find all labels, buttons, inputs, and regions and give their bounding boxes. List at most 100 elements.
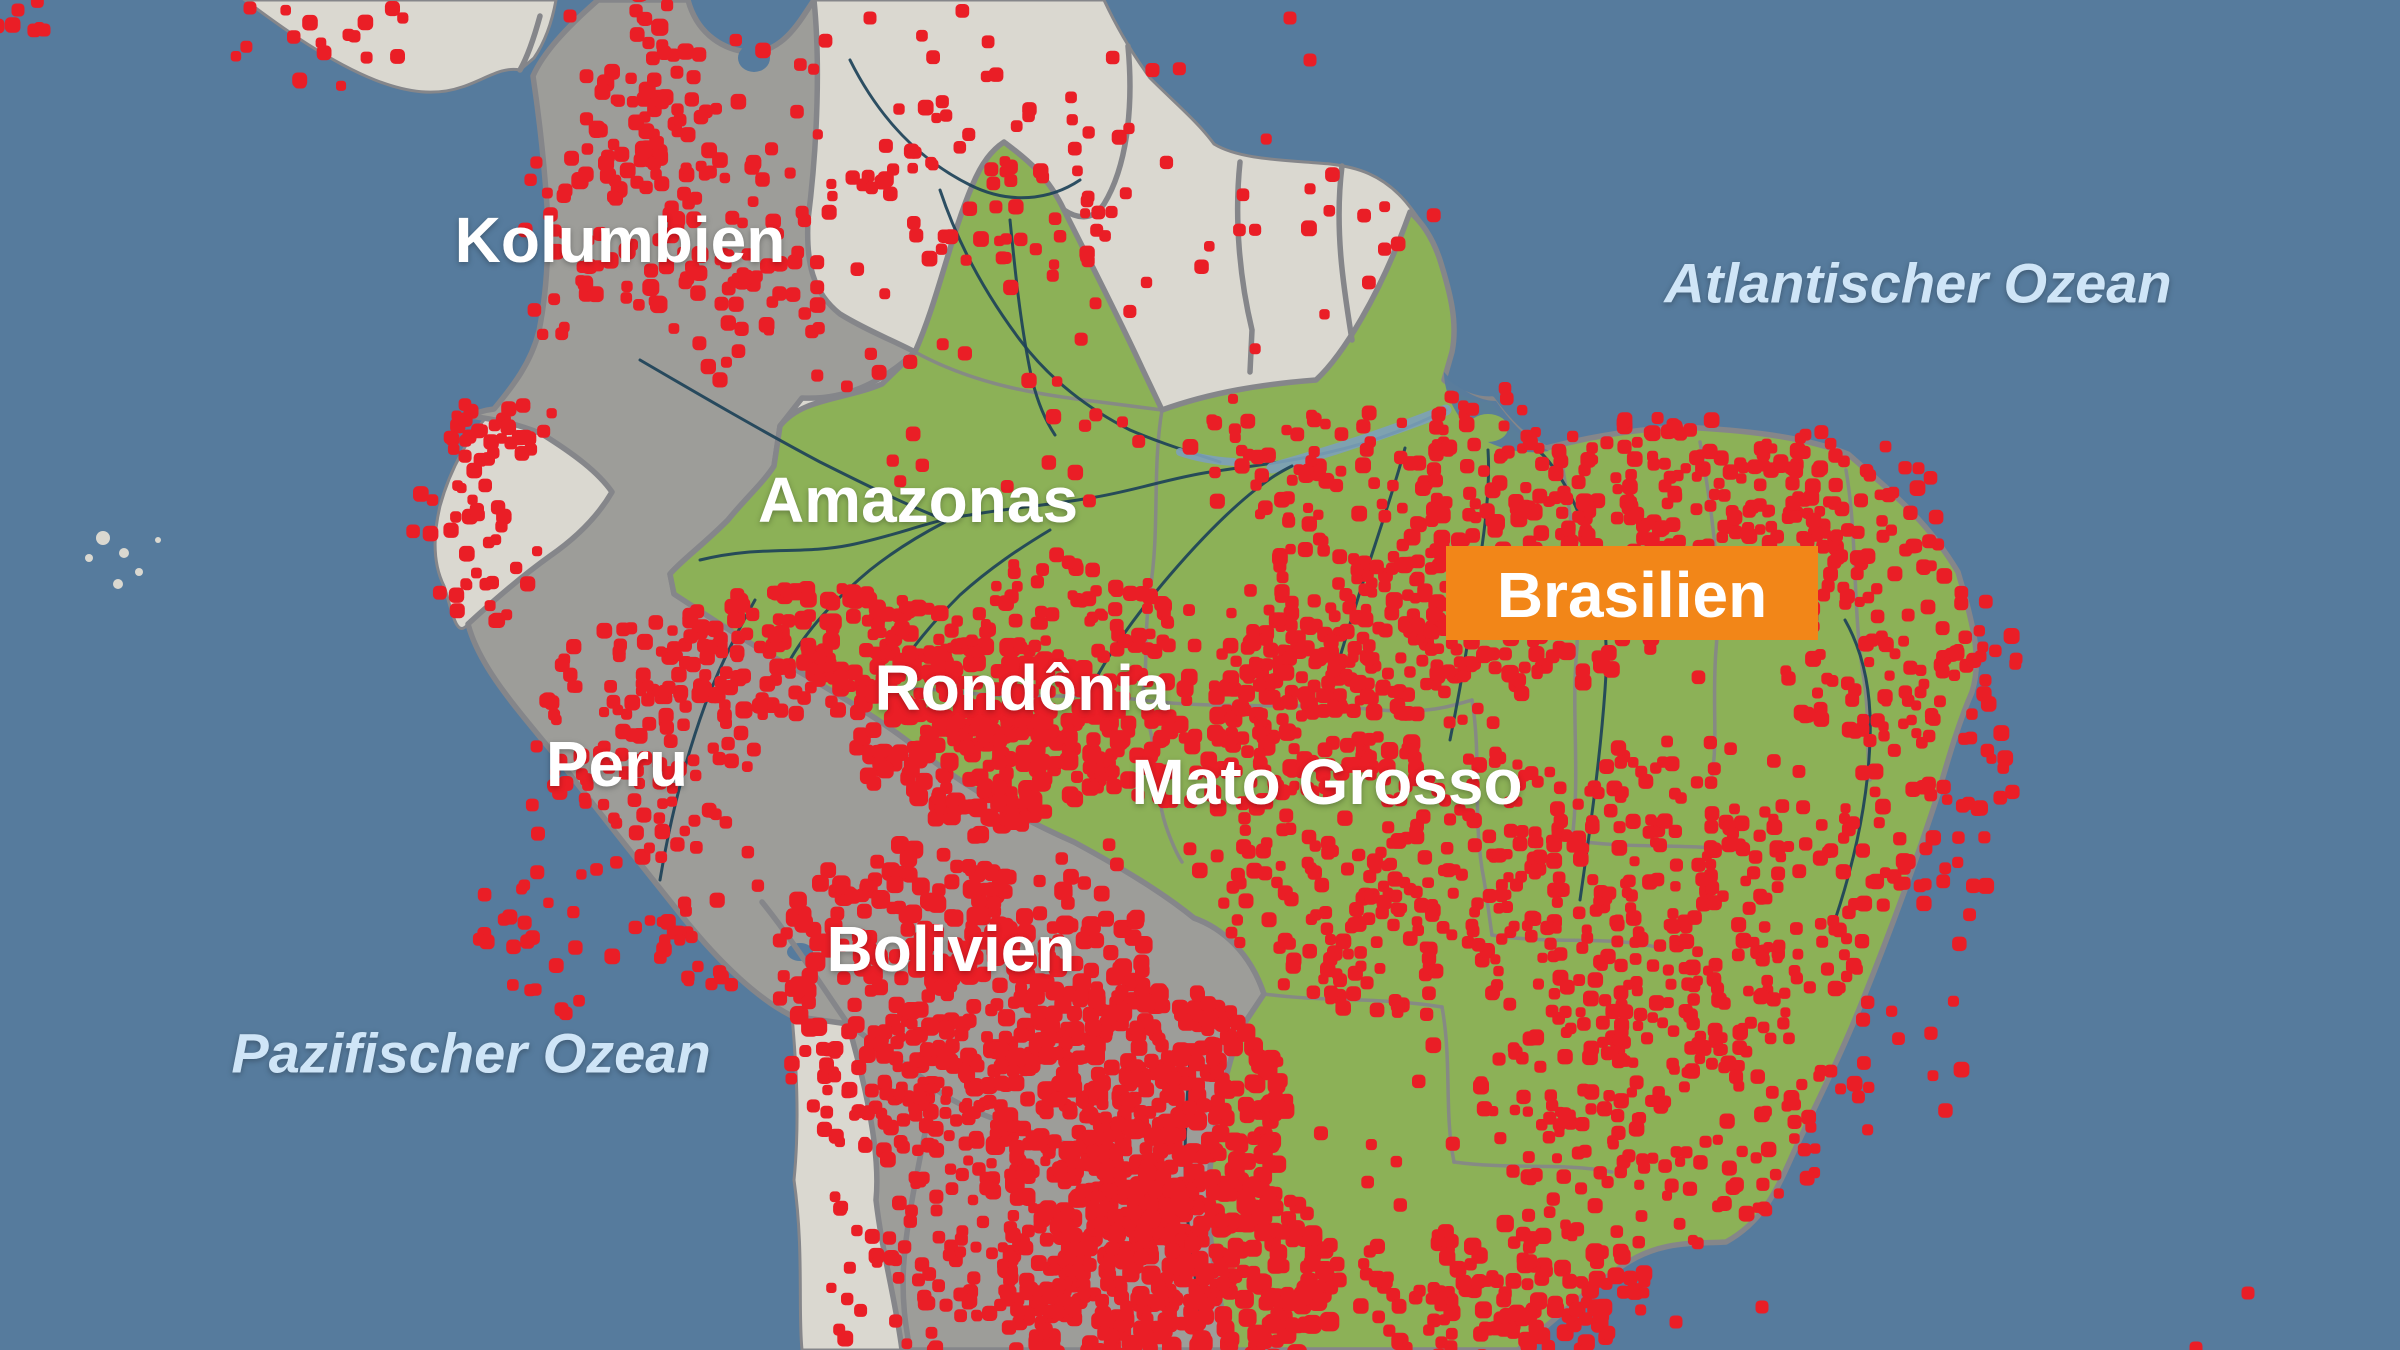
fire-dot xyxy=(909,146,922,159)
fire-dot xyxy=(1462,808,1476,822)
fire-dot xyxy=(582,779,594,791)
label-peru: Peru xyxy=(546,728,688,800)
fire-dot xyxy=(1417,588,1432,603)
fire-dot xyxy=(1875,798,1891,815)
fire-dot xyxy=(1422,986,1436,1001)
fire-dot xyxy=(635,667,651,683)
fire-dot xyxy=(976,783,992,799)
fire-dot xyxy=(1033,1220,1047,1234)
fire-dot xyxy=(647,156,661,171)
fire-dot xyxy=(1507,1042,1520,1055)
fire-dot xyxy=(1490,1274,1504,1288)
fire-dot xyxy=(1408,770,1424,787)
fire-dot xyxy=(1247,1131,1261,1145)
fire-dot xyxy=(1650,872,1665,887)
fire-dot xyxy=(1544,937,1557,950)
fire-dot xyxy=(1647,458,1660,471)
fire-dot xyxy=(11,3,25,17)
fire-dot xyxy=(1120,1144,1133,1157)
fire-dot xyxy=(1272,1056,1284,1067)
fire-dot xyxy=(1425,907,1440,922)
fire-dot xyxy=(892,656,908,671)
fire-dot xyxy=(1098,1023,1114,1039)
fire-dot xyxy=(958,956,977,975)
fire-dot xyxy=(1014,232,1028,247)
fire-dot xyxy=(1140,276,1153,289)
tapajos-river xyxy=(1328,446,1407,692)
fire-dot xyxy=(1409,706,1425,722)
fire-dot xyxy=(841,679,854,692)
fire-dot xyxy=(1614,958,1628,973)
fire-dot xyxy=(1460,459,1475,474)
fire-dot xyxy=(867,1025,880,1038)
fire-dot xyxy=(933,633,945,645)
fire-dot xyxy=(1271,876,1283,889)
fire-dot xyxy=(1224,1331,1240,1347)
fire-dot xyxy=(997,1009,1016,1027)
fire-dot xyxy=(1253,1144,1273,1165)
fire-dot xyxy=(1553,813,1568,829)
fire-dot xyxy=(479,934,495,950)
fire-dot xyxy=(1041,455,1057,470)
fire-dot xyxy=(1361,405,1377,421)
fire-dot xyxy=(1935,621,1950,636)
fire-dot xyxy=(1427,1313,1441,1328)
fire-dot xyxy=(1387,479,1399,492)
fire-dot xyxy=(548,708,561,721)
fire-dot xyxy=(656,45,672,60)
fire-dot xyxy=(532,546,543,557)
fire-dot xyxy=(1738,1205,1755,1222)
fire-dot xyxy=(1209,466,1221,479)
fire-dot xyxy=(593,226,608,241)
fire-dot xyxy=(699,639,716,656)
fire-dot xyxy=(1084,1156,1101,1173)
fire-dot xyxy=(826,1282,837,1293)
fire-dot xyxy=(1246,862,1263,879)
fire-dot xyxy=(1516,1089,1531,1105)
fire-dot xyxy=(1816,539,1830,554)
fire-dot xyxy=(1666,919,1681,934)
fire-dot xyxy=(1155,998,1171,1014)
fire-dot xyxy=(1529,863,1541,876)
fire-dot xyxy=(1118,1105,1132,1119)
fire-dot xyxy=(1335,1000,1351,1016)
fire-dot xyxy=(597,798,610,811)
fire-dot xyxy=(824,636,837,649)
fire-dot xyxy=(1182,1100,1197,1115)
fire-dot xyxy=(1317,535,1329,547)
fire-dot xyxy=(1360,603,1372,615)
fire-dot xyxy=(2003,628,2020,644)
fire-dot xyxy=(581,143,594,155)
fire-dot xyxy=(1763,942,1774,953)
fire-dot xyxy=(1855,843,1870,858)
fire-dot xyxy=(1759,806,1771,818)
fire-dot xyxy=(1607,1135,1619,1147)
fire-dot xyxy=(2189,1341,2203,1350)
fire-dot xyxy=(1895,853,1912,869)
fire-dot xyxy=(2241,1286,2255,1300)
guyana-suriname-border xyxy=(1234,159,1255,375)
fire-dot xyxy=(789,891,807,910)
fire-dot xyxy=(360,51,373,64)
fire-dot xyxy=(1912,462,1925,475)
fire-dot xyxy=(965,920,978,933)
fire-dot xyxy=(1294,762,1311,779)
fire-dot xyxy=(700,358,716,375)
fire-dot xyxy=(1428,442,1445,459)
fire-dot xyxy=(1138,1081,1155,1098)
fire-dot xyxy=(602,252,619,269)
fire-dot xyxy=(1898,461,1912,475)
fire-dot xyxy=(1625,902,1637,914)
fire-dot xyxy=(452,480,463,491)
fire-dot xyxy=(549,766,561,778)
fire-dot xyxy=(1317,742,1333,758)
fire-dot xyxy=(891,836,909,854)
fire-dot xyxy=(1067,141,1082,156)
fire-dot xyxy=(1071,1050,1087,1065)
fire-dot xyxy=(1099,1111,1112,1124)
fire-dot xyxy=(1372,621,1386,635)
fire-dot xyxy=(1629,1075,1644,1090)
fire-dot xyxy=(459,434,472,447)
fire-dot xyxy=(1827,980,1844,997)
fire-dot xyxy=(893,103,905,115)
